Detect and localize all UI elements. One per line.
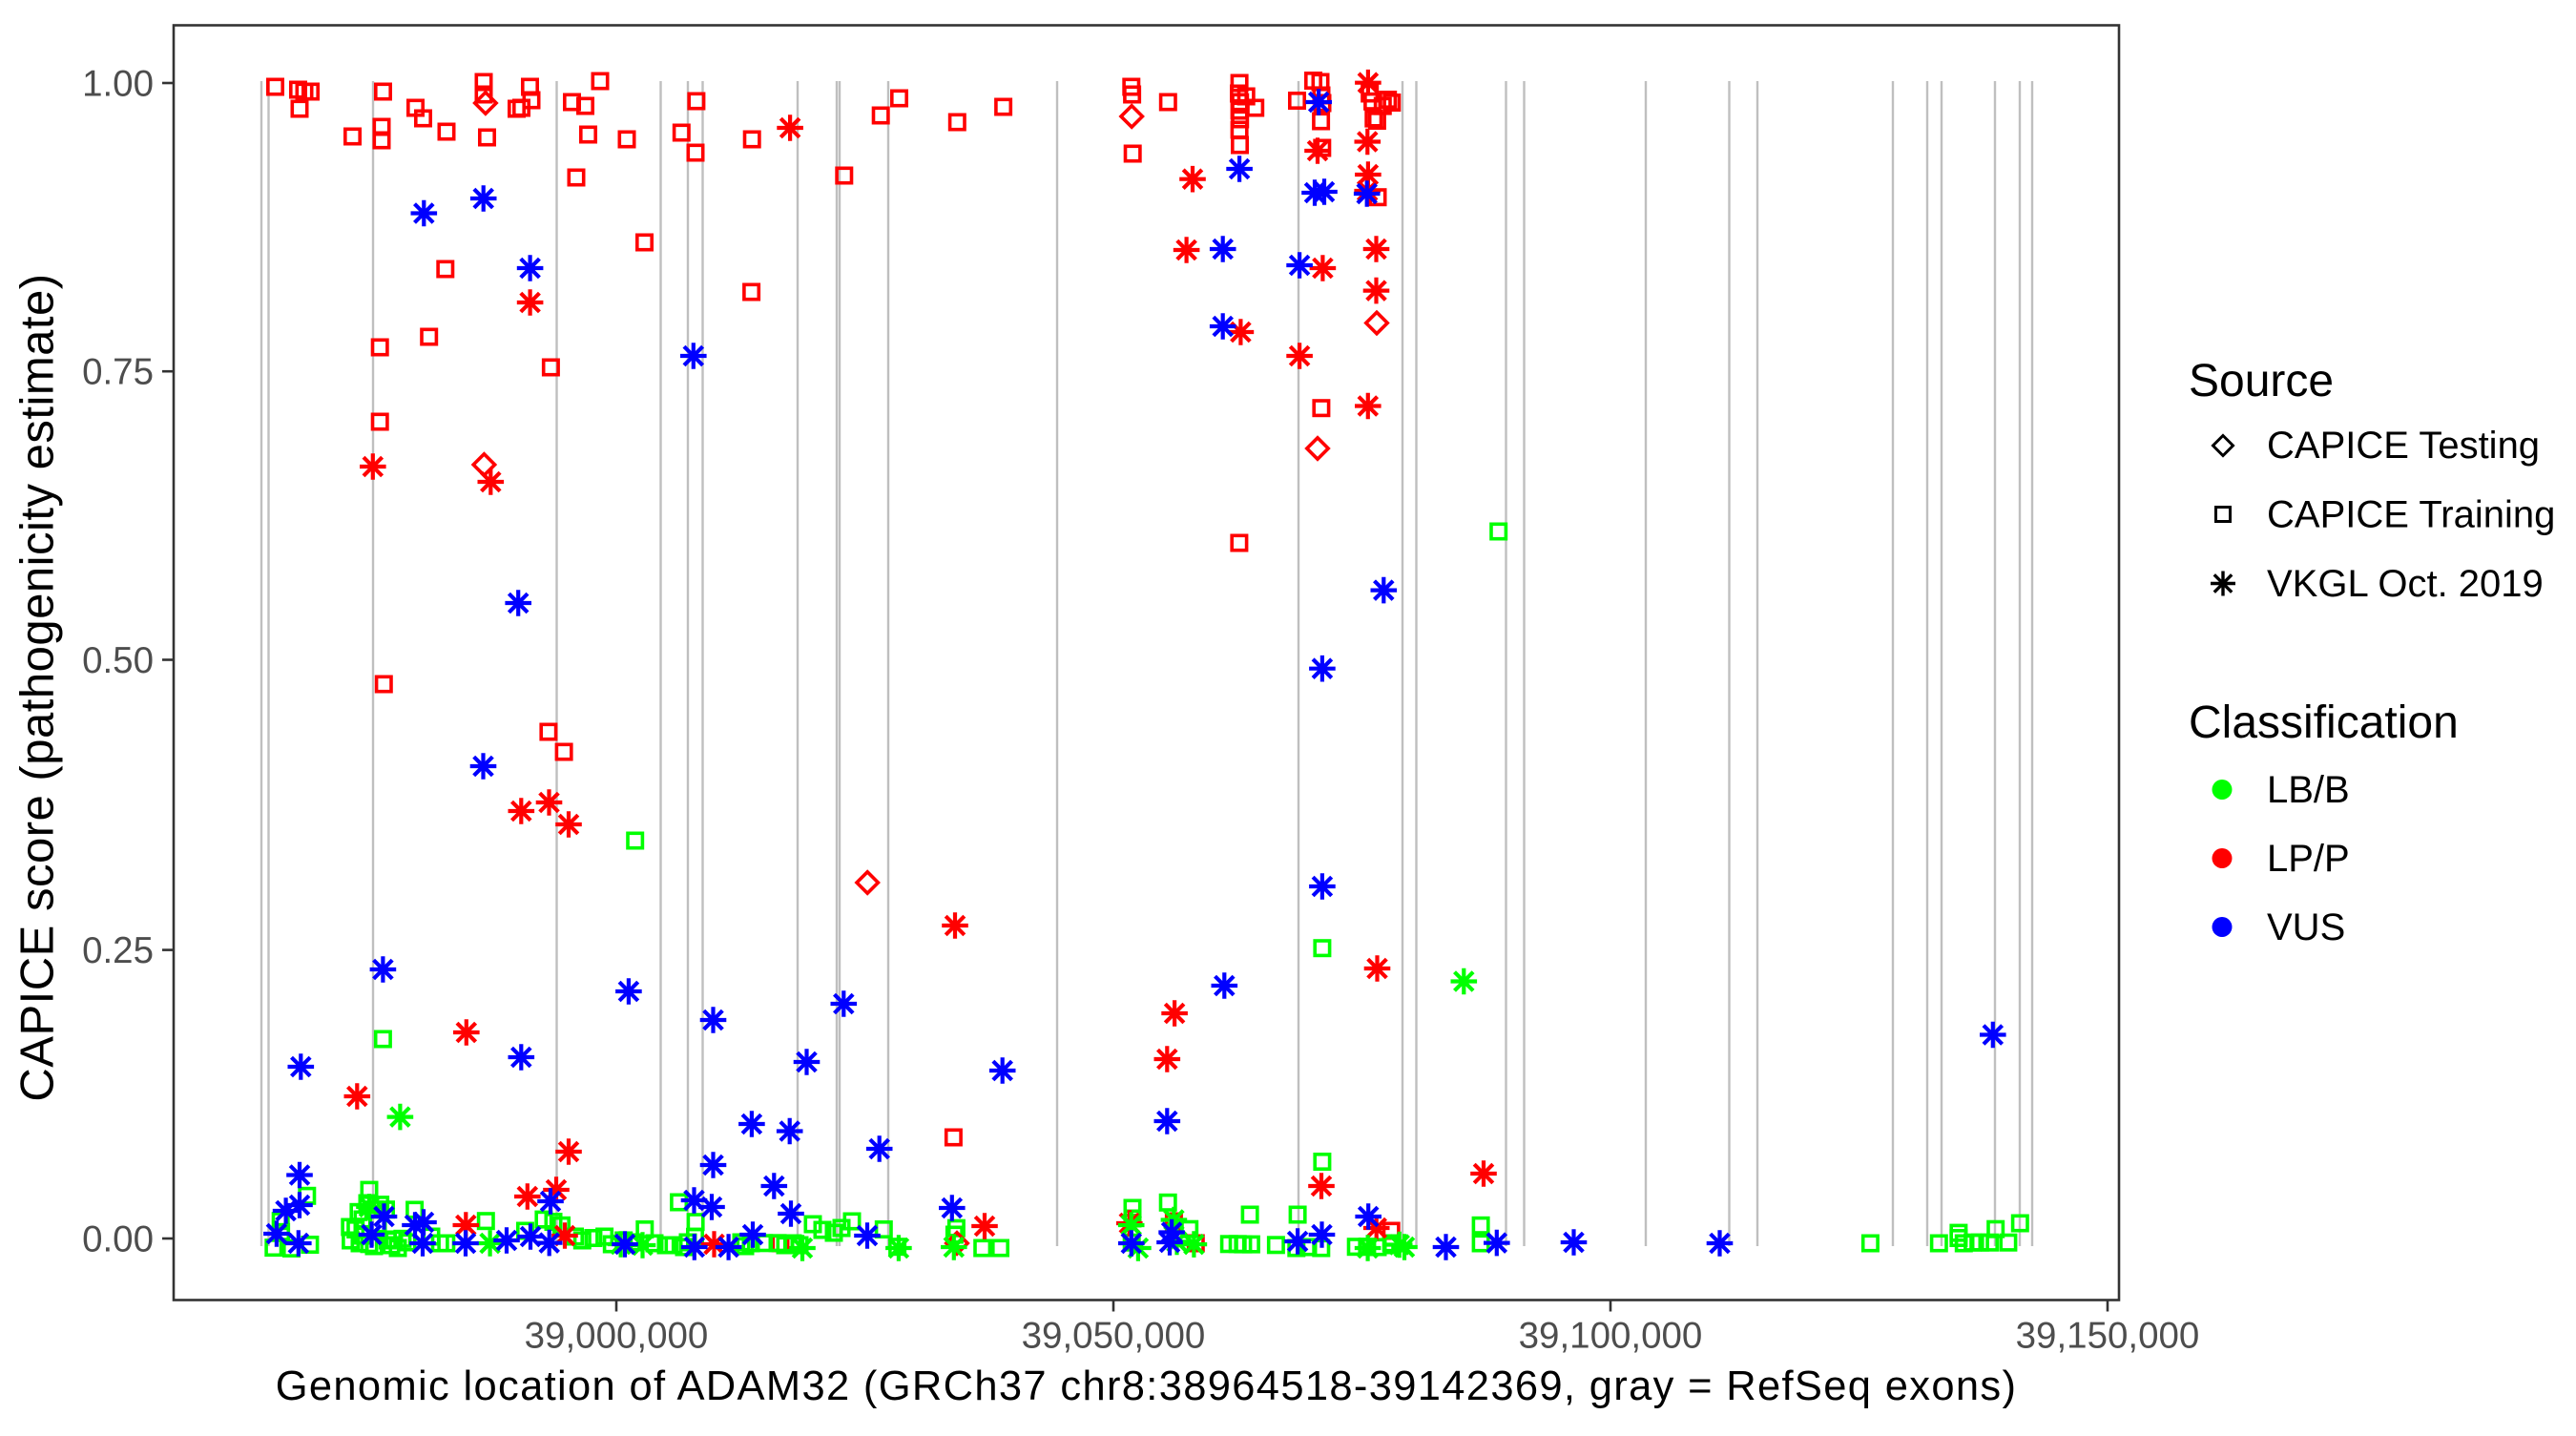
svg-text:39,050,000: 39,050,000 bbox=[1022, 1316, 1206, 1357]
svg-text:LP/P: LP/P bbox=[2267, 838, 2350, 880]
svg-text:0.50: 0.50 bbox=[82, 640, 154, 681]
svg-text:LB/B: LB/B bbox=[2267, 769, 2350, 811]
svg-text:Genomic location of ADAM32 (GR: Genomic location of ADAM32 (GRCh37 chr8:… bbox=[276, 1363, 2018, 1409]
svg-text:0.75: 0.75 bbox=[82, 352, 154, 393]
svg-text:VUS: VUS bbox=[2267, 906, 2345, 948]
svg-text:CAPICE Testing: CAPICE Testing bbox=[2267, 425, 2540, 467]
svg-text:CAPICE score (pathogenicity es: CAPICE score (pathogenicity estimate) bbox=[12, 273, 64, 1101]
svg-text:39,100,000: 39,100,000 bbox=[1519, 1316, 1703, 1357]
svg-text:CAPICE Training: CAPICE Training bbox=[2267, 494, 2555, 536]
svg-text:0.00: 0.00 bbox=[82, 1219, 154, 1260]
svg-text:Source: Source bbox=[2189, 356, 2334, 406]
svg-text:39,150,000: 39,150,000 bbox=[2016, 1316, 2200, 1357]
svg-text:Classification: Classification bbox=[2189, 697, 2459, 748]
svg-text:39,000,000: 39,000,000 bbox=[525, 1316, 709, 1357]
svg-text:0.25: 0.25 bbox=[82, 930, 154, 971]
svg-text:VKGL Oct. 2019: VKGL Oct. 2019 bbox=[2267, 563, 2544, 605]
svg-text:1.00: 1.00 bbox=[82, 64, 154, 105]
